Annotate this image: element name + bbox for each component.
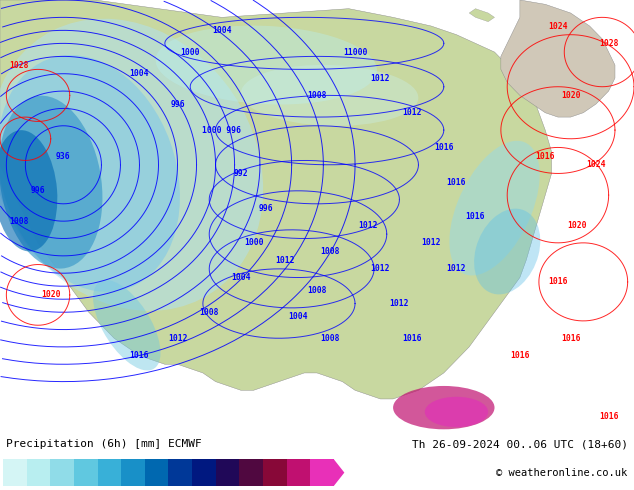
Text: 1012: 1012 bbox=[403, 108, 422, 117]
Bar bbox=[145, 459, 169, 486]
Polygon shape bbox=[501, 0, 615, 117]
Bar bbox=[169, 459, 192, 486]
Text: 1012: 1012 bbox=[371, 265, 390, 273]
Text: 1012: 1012 bbox=[422, 238, 441, 247]
Text: 1004: 1004 bbox=[288, 312, 307, 321]
Bar bbox=[50, 459, 74, 486]
Bar bbox=[74, 459, 98, 486]
Bar bbox=[27, 459, 50, 486]
Text: 1008: 1008 bbox=[10, 217, 29, 226]
Text: 1016: 1016 bbox=[599, 412, 618, 421]
Text: 1004: 1004 bbox=[231, 273, 250, 282]
Text: 1016: 1016 bbox=[548, 277, 567, 286]
Ellipse shape bbox=[0, 55, 180, 292]
Text: 1004: 1004 bbox=[212, 26, 231, 35]
Text: 1000 996: 1000 996 bbox=[202, 125, 242, 135]
Text: 1016: 1016 bbox=[561, 334, 580, 343]
Bar bbox=[310, 459, 333, 486]
Text: 1008: 1008 bbox=[200, 308, 219, 317]
Text: 1024: 1024 bbox=[548, 22, 567, 30]
Polygon shape bbox=[0, 0, 552, 399]
Ellipse shape bbox=[393, 386, 495, 429]
Text: 1028: 1028 bbox=[10, 61, 29, 70]
Text: 1024: 1024 bbox=[586, 160, 605, 169]
Text: Th 26-09-2024 00..06 UTC (18+60): Th 26-09-2024 00..06 UTC (18+60) bbox=[411, 439, 628, 449]
Text: 992: 992 bbox=[233, 169, 249, 178]
Ellipse shape bbox=[425, 397, 488, 427]
Text: 996: 996 bbox=[30, 186, 46, 196]
Text: 936: 936 bbox=[56, 151, 71, 161]
Ellipse shape bbox=[241, 65, 418, 126]
Ellipse shape bbox=[474, 209, 540, 294]
Text: 1020: 1020 bbox=[41, 291, 60, 299]
Text: 1000: 1000 bbox=[181, 48, 200, 56]
Ellipse shape bbox=[0, 96, 103, 269]
Text: © weatheronline.co.uk: © weatheronline.co.uk bbox=[496, 468, 628, 478]
Text: 1016: 1016 bbox=[447, 178, 466, 187]
Text: 1016: 1016 bbox=[434, 143, 453, 152]
Text: 1016: 1016 bbox=[536, 151, 555, 161]
Ellipse shape bbox=[93, 280, 160, 370]
Text: 1012: 1012 bbox=[390, 299, 409, 308]
Text: 1012: 1012 bbox=[358, 221, 377, 230]
Bar bbox=[3, 459, 27, 486]
Ellipse shape bbox=[0, 19, 263, 311]
Bar bbox=[98, 459, 121, 486]
Text: 1016: 1016 bbox=[510, 351, 529, 360]
Text: 1008: 1008 bbox=[320, 247, 339, 256]
Polygon shape bbox=[333, 459, 344, 486]
Text: 1020: 1020 bbox=[561, 91, 580, 100]
Text: 1008: 1008 bbox=[307, 286, 327, 295]
Text: 1012: 1012 bbox=[447, 265, 466, 273]
Bar bbox=[192, 459, 216, 486]
Text: 1028: 1028 bbox=[599, 39, 618, 48]
Polygon shape bbox=[469, 9, 495, 22]
Text: 1016: 1016 bbox=[403, 334, 422, 343]
Bar bbox=[287, 459, 310, 486]
Text: 1016: 1016 bbox=[466, 212, 485, 221]
Ellipse shape bbox=[0, 130, 57, 251]
Bar bbox=[121, 459, 145, 486]
Text: Precipitation (6h) [mm] ECMWF: Precipitation (6h) [mm] ECMWF bbox=[6, 439, 202, 449]
Bar bbox=[239, 459, 263, 486]
Text: 1012: 1012 bbox=[276, 256, 295, 265]
Bar bbox=[263, 459, 287, 486]
Text: 1000: 1000 bbox=[244, 238, 263, 247]
Text: 996: 996 bbox=[170, 99, 185, 109]
Text: 1012: 1012 bbox=[168, 334, 187, 343]
Text: 1020: 1020 bbox=[567, 221, 586, 230]
Text: 1008: 1008 bbox=[307, 91, 327, 100]
Text: 996: 996 bbox=[259, 204, 274, 213]
Text: 11000: 11000 bbox=[343, 48, 367, 56]
Ellipse shape bbox=[450, 141, 540, 275]
Ellipse shape bbox=[155, 25, 377, 104]
Text: 1016: 1016 bbox=[130, 351, 149, 360]
Text: 1004: 1004 bbox=[130, 69, 149, 78]
Bar bbox=[216, 459, 239, 486]
Text: 1008: 1008 bbox=[320, 334, 339, 343]
Text: 1012: 1012 bbox=[371, 74, 390, 82]
